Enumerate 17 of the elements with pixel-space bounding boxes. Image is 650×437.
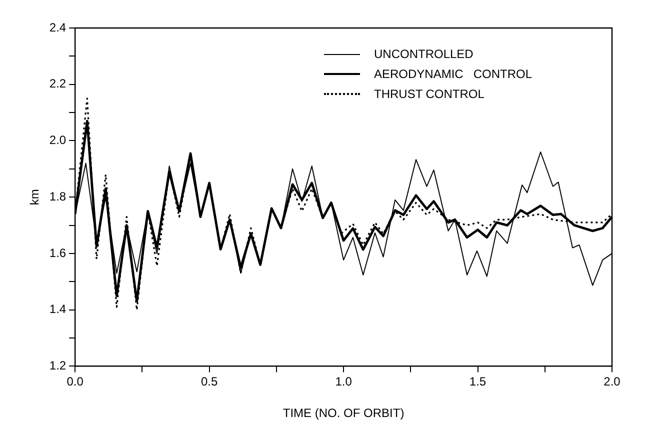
y-tick-label: 2.4 (49, 20, 66, 34)
y-tick-label: 1.4 (49, 302, 66, 316)
x-tick-label: 1.5 (469, 374, 486, 389)
legend-label: AERODYNAMIC CONTROL (374, 66, 532, 83)
y-axis-title: km (28, 189, 42, 206)
x-tick-label: 1.0 (335, 374, 352, 389)
y-tick-label: 2.0 (49, 133, 66, 148)
y-tick-label: 1.6 (49, 246, 66, 260)
legend-label: UNCONTROLLED (374, 46, 474, 63)
x-axis-title: TIME (NO. OF ORBIT) (282, 406, 404, 420)
x-tick-label: 0.0 (66, 374, 84, 389)
y-tick-label: 1.2 (49, 358, 66, 373)
y-tick-label: 2.2 (49, 76, 66, 91)
x-tick-label: 2.0 (604, 374, 621, 389)
x-tick-label: 0.5 (200, 374, 218, 389)
legend-label: THRUST CONTROL (374, 86, 484, 103)
y-tick-label: 1.8 (49, 189, 66, 204)
